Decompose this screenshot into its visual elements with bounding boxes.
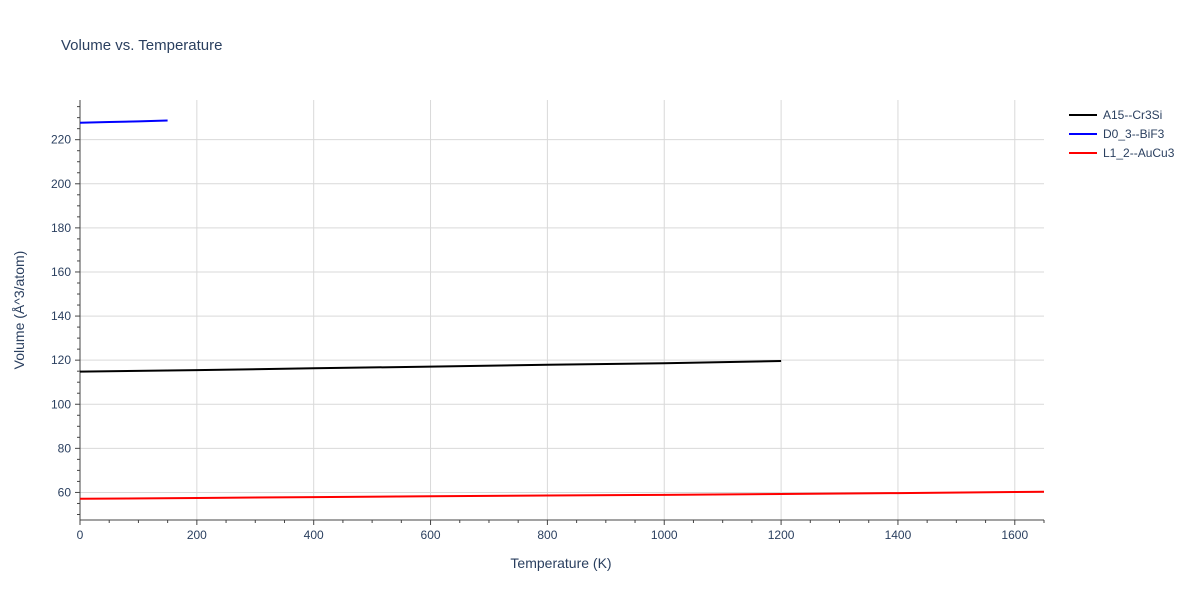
- x-tick-label: 400: [304, 528, 324, 542]
- x-axis-title: Temperature (K): [510, 555, 611, 571]
- y-tick-label: 180: [51, 221, 71, 235]
- legend-label: A15--Cr3Si: [1103, 108, 1162, 122]
- series-line: [79, 119, 168, 124]
- y-tick-label: 160: [51, 265, 71, 279]
- chart-title: Volume vs. Temperature: [61, 37, 222, 54]
- series-line: [79, 490, 1045, 500]
- x-tick-label: 1400: [885, 528, 912, 542]
- x-tick-label: 1200: [768, 528, 795, 542]
- legend[interactable]: A15--Cr3Si D0_3--BiF3 L1_2--AuCu3: [1069, 108, 1175, 160]
- legend-label: L1_2--AuCu3: [1103, 146, 1175, 160]
- x-tick-label: 1600: [1001, 528, 1028, 542]
- y-tick-label: 220: [51, 133, 71, 147]
- y-tick-label: 120: [51, 353, 71, 367]
- x-tick-label: 600: [421, 528, 441, 542]
- y-tick-label: 60: [58, 485, 72, 499]
- x-tick-label: 0: [77, 528, 84, 542]
- series-line: [79, 360, 782, 373]
- y-tick-label: 140: [51, 309, 71, 323]
- x-tick-label: 1000: [651, 528, 678, 542]
- y-tick-label: 200: [51, 177, 71, 191]
- grid: [80, 100, 1044, 520]
- legend-label: D0_3--BiF3: [1103, 127, 1165, 141]
- axes: 0 200 400 600 800 1000 1200 1400 1600 60 80 100 120 1…: [51, 100, 1045, 542]
- plot-area: [79, 119, 1045, 500]
- x-tick-label: 200: [187, 528, 207, 542]
- y-axis-title: Volume (Å^3/atom): [11, 251, 27, 370]
- y-tick-label: 100: [51, 397, 71, 411]
- y-tick-label: 80: [58, 441, 72, 455]
- x-tick-label: 800: [537, 528, 557, 542]
